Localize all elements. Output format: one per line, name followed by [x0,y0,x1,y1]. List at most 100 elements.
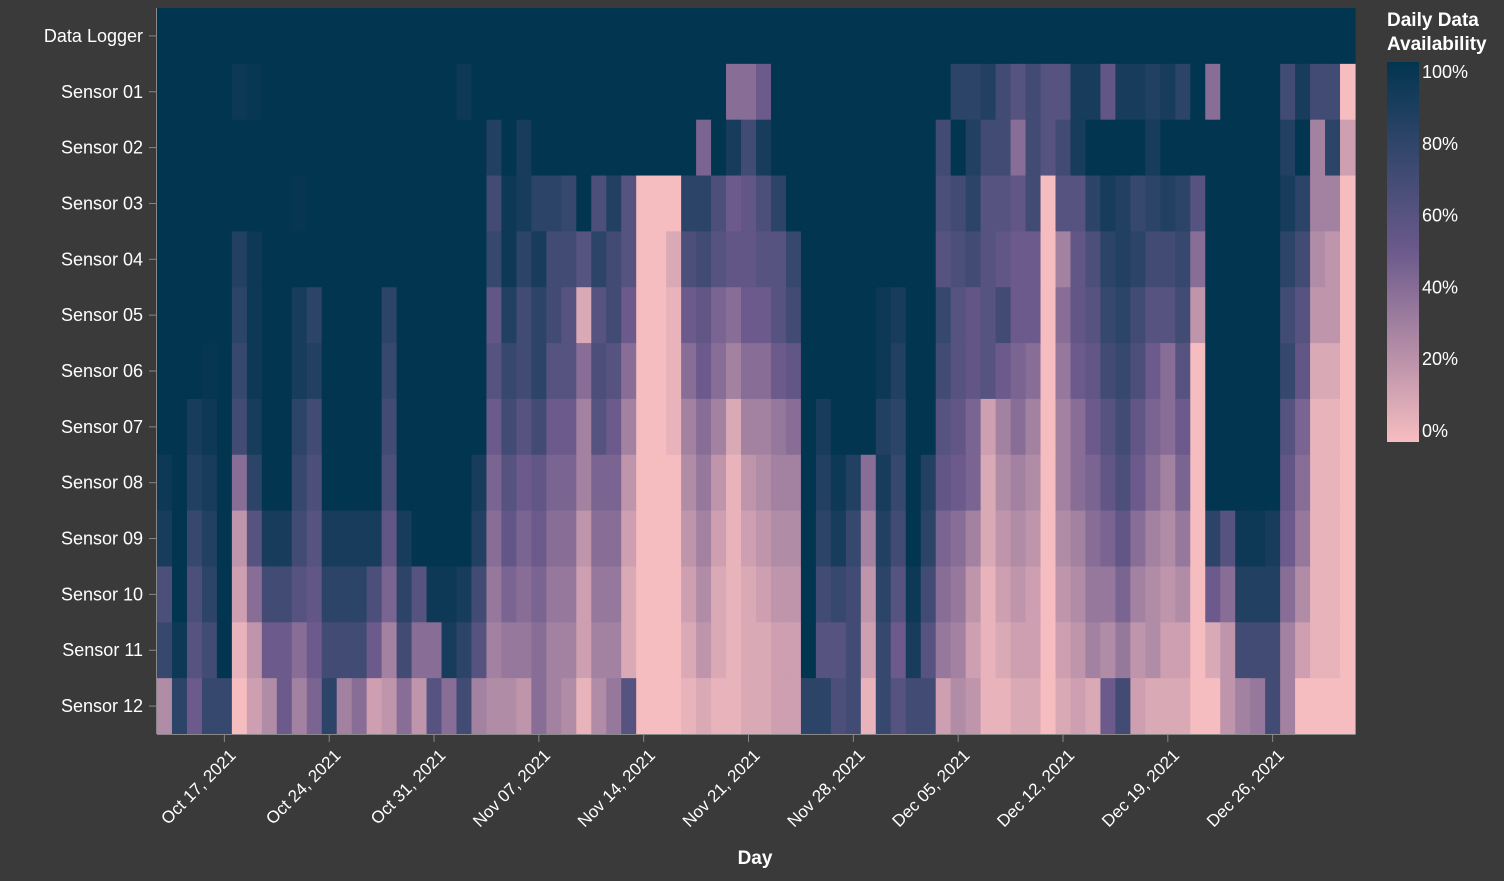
heatmap-cell [426,622,443,679]
heatmap-cell [336,398,353,456]
heatmap-cell [1040,231,1057,288]
heatmap-cell [531,510,547,568]
heatmap-cell [1205,510,1221,568]
heatmap-cell [501,398,517,456]
heatmap-cell [381,287,398,344]
heatmap-cell [201,175,218,232]
heatmap-cell [1100,454,1116,512]
heatmap-cell [1265,622,1281,679]
heatmap-cell [1265,398,1281,456]
heatmap-cell [411,63,428,121]
heatmap-cell [860,119,877,177]
heatmap-cell [1100,63,1116,121]
heatmap-cell [366,510,383,568]
heatmap-cell [576,63,592,121]
y-tick-label: Sensor 12 [61,696,143,716]
heatmap-cell [171,510,188,568]
heatmap-cell [711,8,727,65]
heatmap-cell [1280,8,1296,65]
heatmap-cell [1190,398,1206,456]
heatmap-cell [351,63,368,121]
heatmap-cell [171,119,188,177]
heatmap-cell [1115,678,1131,735]
heatmap-cell [1205,231,1221,288]
heatmap-cell [980,231,997,288]
heatmap-cell [980,175,997,232]
heatmap-cell [1280,510,1296,568]
heatmap-cell [261,510,278,568]
heatmap-cell [890,231,907,288]
heatmap-cell [1070,175,1087,232]
heatmap-cell [666,454,682,512]
heatmap-cell [501,454,517,512]
heatmap-cell [516,398,532,456]
heatmap-cell [291,398,308,456]
heatmap-cell [1115,8,1131,65]
heatmap-cell [486,622,503,679]
heatmap-cell [1190,63,1206,121]
heatmap-cell [246,343,263,400]
heatmap-cell [1100,622,1116,679]
heatmap-cell [1310,8,1326,65]
heatmap-cell [606,175,622,232]
heatmap-cell [1115,175,1131,232]
heatmap-cell [785,398,802,456]
heatmap-cell [666,175,682,232]
heatmap-cell [845,566,862,623]
x-tick-label: Oct 17, 2021 [157,746,239,828]
heatmap-cell [261,454,278,512]
heatmap-cell [591,231,607,288]
heatmap-cell [531,678,547,735]
heatmap-cell [1325,678,1341,735]
heatmap-cell [1340,287,1356,344]
heatmap-cell [157,343,173,400]
x-tick-label: Dec 12, 2021 [993,746,1078,831]
heatmap-cell [1190,678,1206,735]
heatmap-cell [291,622,308,679]
heatmap-cell [1025,510,1042,568]
heatmap-cell [1205,63,1221,121]
heatmap-cell [306,231,323,288]
heatmap-cell [621,566,637,623]
heatmap-cell [1250,119,1266,177]
heatmap-cell [1325,566,1341,623]
heatmap-cell [636,231,652,288]
heatmap-cell [815,175,832,232]
heatmap-cell [246,454,263,512]
heatmap-cell [366,63,383,121]
heatmap-cell [980,454,997,512]
heatmap-cell [186,231,203,288]
heatmap-cell [666,678,682,735]
heatmap-cell [860,63,877,121]
heatmap-cell [920,566,937,623]
legend-tick-label: 60% [1422,206,1458,226]
heatmap-cell [965,231,982,288]
heatmap-cell [486,343,503,400]
heatmap-cell [1220,678,1236,735]
heatmap-cell [1130,678,1146,735]
heatmap-cell [995,287,1012,344]
heatmap-cell [501,566,517,623]
heatmap-cell [1115,119,1131,177]
heatmap-cell [1340,566,1356,623]
heatmap-cell [186,8,203,65]
heatmap-cell [845,8,862,65]
heatmap-cell [606,287,622,344]
heatmap-cell [531,231,547,288]
heatmap-cell [1070,287,1087,344]
heatmap-cell [1160,566,1176,623]
heatmap-cell [546,175,562,232]
heatmap-cell [741,510,757,568]
heatmap-cell [396,678,413,735]
heatmap-cell [216,287,233,344]
heatmap-cell [666,566,682,623]
heatmap-cell [1190,175,1206,232]
heatmap-cell [216,231,233,288]
heatmap-cell [231,8,248,65]
heatmap-cell [980,566,997,623]
heatmap-cell [651,8,667,65]
heatmap-cell [396,454,413,512]
heatmap-cell [1310,678,1326,735]
heatmap-cell [1145,566,1161,623]
heatmap-cell [1265,119,1281,177]
